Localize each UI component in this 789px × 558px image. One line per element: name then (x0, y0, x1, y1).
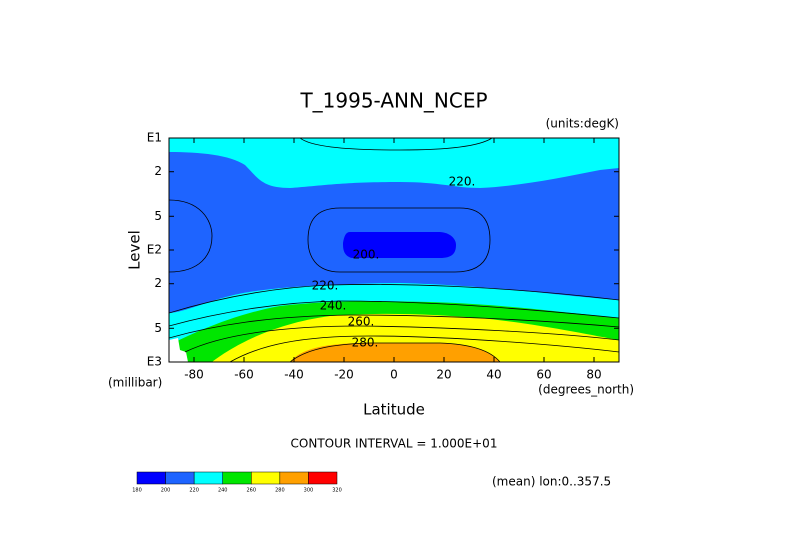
colorbar-swatch (136, 471, 166, 485)
x-tick-label: 60 (536, 368, 551, 382)
colorbar-swatch (279, 471, 309, 485)
y-tick-label: E3 (147, 355, 162, 369)
x-tick-label: -40 (284, 368, 304, 382)
x-tick-label: -80 (184, 368, 204, 382)
contour-label: 220. (312, 279, 339, 293)
colorbar-swatch (222, 471, 252, 485)
contour-region (343, 232, 456, 258)
y-tick-label: 5 (154, 209, 162, 223)
x-tick-label: 0 (390, 368, 398, 382)
y-tick-label: E1 (147, 131, 162, 145)
note: (mean) lon:0..357.5 (492, 475, 611, 489)
footer: CONTOUR INTERVAL = 1.000E+01 (291, 437, 498, 451)
missing-data (169, 338, 188, 362)
colorbar-swatch (308, 471, 338, 485)
y-tick-label: 2 (154, 276, 162, 290)
contour-region (290, 343, 500, 362)
x-tick-label: -20 (334, 368, 354, 382)
x-tick-label: -60 (234, 368, 254, 382)
colorbar-label: 200 (161, 488, 171, 494)
y-tick-label: E2 (147, 243, 162, 257)
colorbar-label: 320 (332, 488, 342, 494)
x-units: (degrees_north) (538, 383, 634, 397)
colorbar-swatch (251, 471, 281, 485)
colorbar-label: 300 (304, 488, 314, 494)
contour-label: 280. (352, 336, 379, 350)
colorbar-label: 220 (189, 488, 199, 494)
contour-line (169, 300, 619, 327)
contour-line (289, 342, 501, 362)
contour-line (229, 335, 619, 362)
contour-line (307, 207, 491, 273)
x-tick-label: 80 (586, 368, 601, 382)
colorbar-swatch (165, 471, 195, 485)
contour-line (169, 284, 619, 314)
x-tick-label: 20 (436, 368, 451, 382)
colorbar-label: 240 (218, 488, 228, 494)
contour-label: 200. (353, 248, 380, 262)
contour-line (184, 325, 619, 353)
x-axis-title: Latitude (363, 401, 425, 419)
y-tick-label: 5 (154, 321, 162, 335)
contour-labels: 220. 200. 220. 240. 260. 280. (312, 175, 476, 350)
contour-field (169, 138, 619, 362)
chart-title: T_1995-ANN_NCEP (299, 89, 487, 113)
units-label: (units:degK) (546, 117, 619, 131)
y-tick-label: 2 (154, 164, 162, 178)
y-units: (millibar) (108, 376, 162, 390)
colorbar-label: 180 (132, 488, 142, 494)
colorbar-swatch (193, 471, 223, 485)
x-tick-label: 40 (486, 368, 501, 382)
contour-label: 220. (449, 175, 476, 189)
contour-label: 240. (320, 299, 347, 313)
contour-line (299, 138, 493, 151)
contour-line (169, 314, 619, 339)
contour-label: 260. (348, 315, 375, 329)
y-axis-title: Level (126, 230, 144, 270)
colorbar-label: 260 (247, 488, 257, 494)
colorbar-label: 280 (275, 488, 285, 494)
contour-line (169, 199, 213, 273)
